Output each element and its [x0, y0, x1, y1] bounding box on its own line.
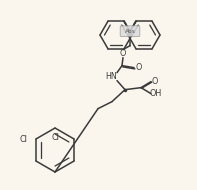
- Text: HN: HN: [105, 72, 117, 81]
- Text: O: O: [120, 49, 126, 58]
- FancyBboxPatch shape: [120, 26, 140, 36]
- Text: Cl: Cl: [19, 135, 27, 143]
- Text: Cl: Cl: [51, 132, 59, 142]
- Text: O: O: [152, 77, 158, 86]
- Text: O: O: [136, 63, 142, 72]
- Text: OH: OH: [150, 89, 162, 98]
- Text: Abs: Abs: [125, 29, 135, 34]
